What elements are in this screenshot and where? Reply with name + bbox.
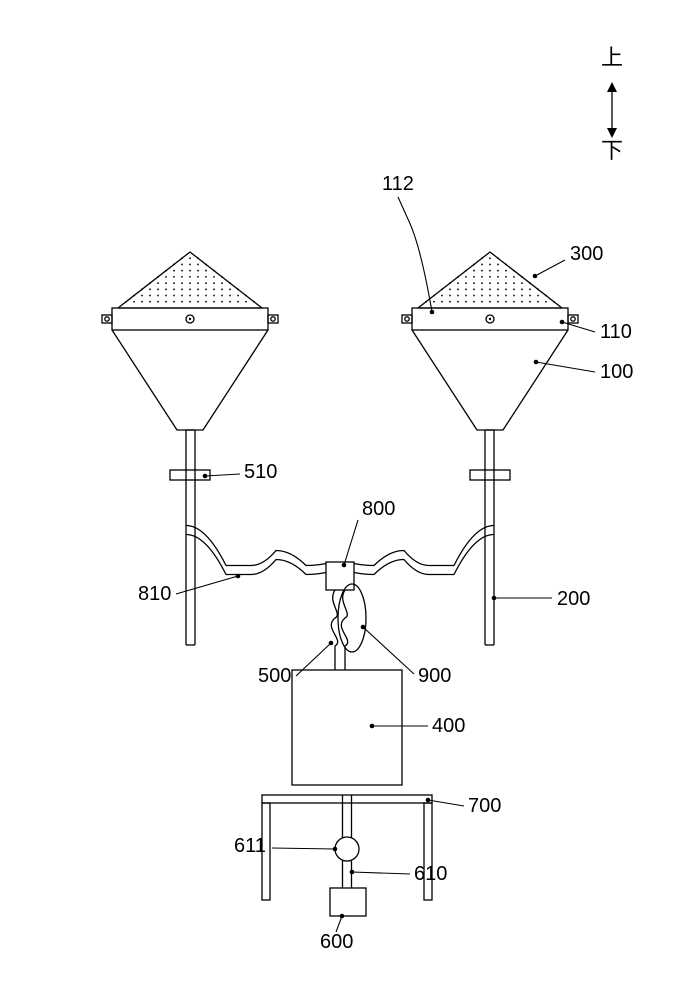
- label-200: 200: [557, 588, 590, 610]
- callout-300: 300: [533, 243, 604, 278]
- callout-800: 800: [342, 498, 396, 567]
- label-800: 800: [362, 498, 395, 520]
- label-400: 400: [432, 715, 465, 737]
- callout-610: 610: [350, 863, 448, 885]
- orientation-top: 上: [601, 45, 623, 70]
- label-510: 510: [244, 461, 277, 483]
- label-500: 500: [258, 665, 291, 687]
- label-300: 300: [570, 243, 603, 265]
- label-100: 100: [600, 361, 633, 383]
- label-900: 900: [418, 665, 451, 687]
- callout-510: 510: [203, 461, 278, 483]
- label-810: 810: [138, 583, 171, 605]
- label-112: 112: [382, 173, 414, 195]
- callout-600: 600: [320, 914, 353, 953]
- callout-700: 700: [426, 795, 502, 817]
- label-110: 110: [600, 321, 632, 343]
- schematic-diagram: 112 300 110 100 510 800 810 200 500 900 400 700 611 6…: [0, 0, 678, 1000]
- label-610: 610: [414, 863, 447, 885]
- callout-500: 500: [258, 641, 333, 687]
- callout-400: 400: [370, 715, 466, 737]
- callout-611: 611: [234, 835, 337, 857]
- callout-200: 200: [492, 588, 591, 610]
- label-611: 611: [234, 835, 266, 857]
- orientation-bottom: 下: [601, 138, 623, 163]
- callout-900: 900: [361, 625, 452, 687]
- callout-100: 100: [534, 360, 634, 383]
- callout-112: 112: [382, 173, 434, 314]
- orientation-marker: 上下: [601, 45, 623, 163]
- label-700: 700: [468, 795, 501, 817]
- label-600: 600: [320, 931, 353, 953]
- callout-810: 810: [138, 574, 240, 605]
